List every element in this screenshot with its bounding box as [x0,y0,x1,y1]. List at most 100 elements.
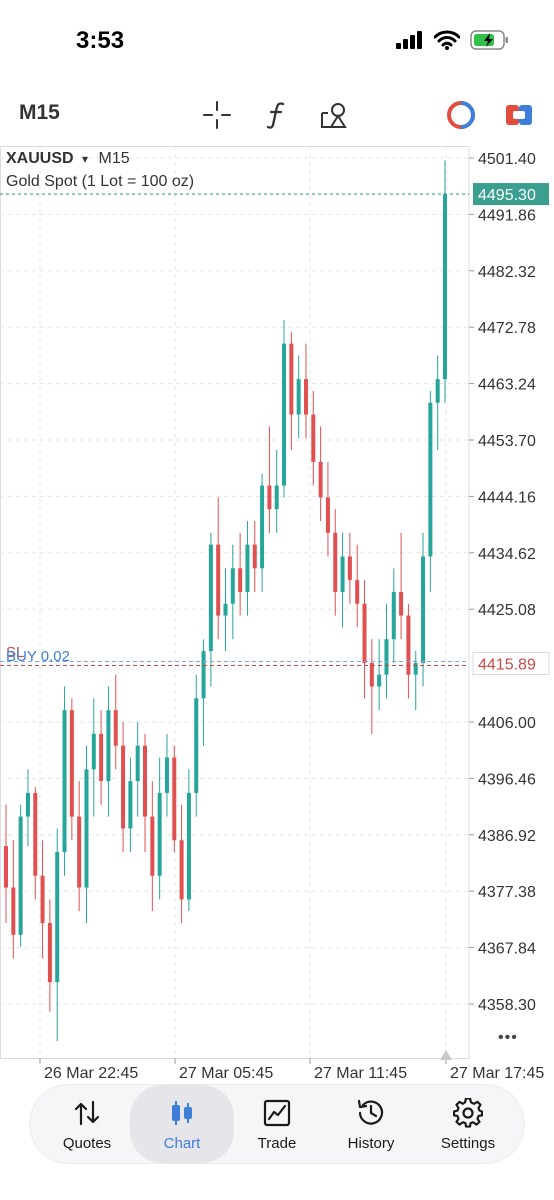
chart-axes: 4501.40 4491.86 4482.32 4472.78 4463.24 4453.… [39,151,544,1082]
candle-body [40,875,45,924]
gear-icon [452,1097,484,1129]
tab-trade[interactable]: Trade [238,1085,316,1163]
symbol-timeframe: M15 [98,150,130,167]
candle-body [267,485,272,510]
candle-body [413,662,418,675]
candle-body [164,757,169,793]
status-bar: 3:53 [0,0,554,80]
candle-body [201,651,206,699]
trade-panel-icon[interactable] [502,98,536,132]
timeframe-dropdown-marker: ▾ [82,152,89,166]
candles-icon [166,1097,198,1129]
tab-label-settings: Settings [440,1134,496,1152]
arrows-up-down-icon [71,1097,103,1129]
tab-quotes[interactable]: Quotes [48,1085,126,1163]
candle-body [186,792,191,900]
candle-body [77,816,82,888]
candle-body [384,639,389,675]
y-tick-label: 4463.24 [478,377,536,394]
more-menu-button[interactable]: ••• [498,1029,518,1046]
candle-body [47,923,52,983]
tab-label-chart: Chart [163,1134,201,1152]
tab-chart[interactable]: Chart [130,1085,234,1163]
price-lines: 4495.30 4415.89 [0,183,550,676]
candle-body [208,544,213,652]
candle-body [340,556,345,592]
y-tick-label: 4434.62 [478,546,536,563]
candle-body [391,591,396,640]
y-tick-label: 4453.70 [478,433,536,450]
candle-body [443,194,447,380]
candle-body [428,402,433,557]
bottom-tab-bar: Quotes Chart Trade History Settings [30,1085,524,1163]
y-tick-label: 4482.32 [478,264,536,281]
candle-body [18,816,23,935]
candle-body [128,781,133,829]
candle-body [55,852,60,983]
y-tick-label: 4396.46 [478,771,536,788]
candle-body [303,379,308,415]
y-tick-label: 4406.00 [478,715,536,732]
x-tick-label: 27 Mar 11:45 [314,1065,407,1082]
candle-body [25,792,30,817]
timeframe-button[interactable]: M15 [19,101,60,124]
y-tick-label: 4425.08 [478,602,536,619]
candle-body [399,591,404,616]
candle-body [274,485,279,510]
tab-label-quotes: Quotes [62,1134,112,1152]
candle-body [325,497,330,533]
current-price-value: 4495.30 [478,187,536,204]
candle-body [91,733,96,770]
y-tick-label: 4386.92 [478,828,536,845]
candle-body [252,544,257,569]
objects-icon[interactable] [318,98,352,132]
candle-body [435,379,440,403]
candle-body [406,615,411,675]
candle-body [296,379,301,415]
current-price-tag [473,183,549,206]
symbol-description: Gold Spot (1 Lot = 100 oz) [6,173,195,190]
candle-body [245,544,250,592]
battery-icon [470,30,508,50]
candle-body [347,556,352,581]
candle-body [4,846,8,888]
price-chart[interactable]: 4495.30 4415.89 4501.40 4491.86 4482.32 4472… [0,0,554,1090]
symbol-title[interactable]: XAUUSD ▾ M15 [6,150,130,168]
position-label[interactable]: BUY 0.02 [6,648,70,665]
candle-body [121,745,126,829]
indicators-icon[interactable] [260,98,294,132]
candle-body [377,674,382,687]
candle-body [99,733,104,782]
one-click-trading-icon[interactable] [444,98,478,132]
y-tick-label: 4491.86 [478,207,536,224]
symbol-name: XAUUSD [6,150,74,167]
candle-body [333,532,338,592]
position-price-tag [472,652,550,676]
candle-body [318,461,323,498]
y-tick-label: 4444.16 [478,489,536,506]
trend-chart-icon [261,1097,293,1129]
candle-body [289,343,294,415]
tab-label-trade: Trade [257,1134,297,1152]
y-tick-label: 4358.30 [478,997,536,1014]
x-tick-label: 27 Mar 17:45 [450,1065,544,1082]
x-tick-label: 26 Mar 22:45 [44,1065,138,1082]
tab-label-history: History [347,1134,395,1152]
x-tick-label: 27 Mar 05:45 [179,1065,273,1082]
candle-body [421,556,426,663]
candle-body [355,580,360,604]
candle-body [311,414,316,462]
candle-body [113,710,118,746]
candle-body [194,698,199,793]
y-tick-label: 4367.84 [478,941,536,958]
chart-shift-marker [440,1050,452,1060]
tab-history[interactable]: History [332,1085,410,1163]
candle-body [260,485,265,569]
candle-body [238,568,243,592]
candle-body [282,343,287,486]
chart-toolbar: M15 [0,88,554,142]
tab-settings[interactable]: Settings [426,1085,510,1163]
signal-icon [396,31,422,49]
crosshair-icon[interactable] [200,98,234,132]
candle-body [84,769,89,888]
